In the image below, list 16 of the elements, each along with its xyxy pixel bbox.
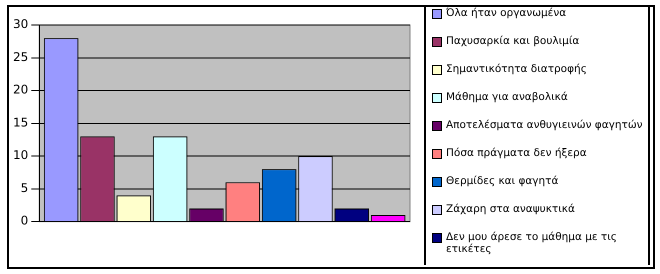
legend-label: Μάθημα για αναβολικά <box>446 91 568 103</box>
y-tick-label: 30 <box>12 17 28 32</box>
y-tick-label: 5 <box>20 180 28 195</box>
y-tick-label: 15 <box>12 115 28 130</box>
y-tick-label: 10 <box>12 148 28 162</box>
legend-label: Θερμίδες και φαγητά <box>446 175 558 187</box>
legend-label: Ζάχαρη στα αναψυκτικά <box>446 203 575 215</box>
legend-label: Πόσα πράγματα δεν ήξερα <box>446 147 587 159</box>
legend-label: Όλα ήταν οργανωμένα <box>446 7 566 19</box>
y-tick-label: 20 <box>12 82 28 97</box>
y-tick-label: 25 <box>12 50 28 64</box>
legend-label: Σημαντικότητα διατροφής <box>446 63 587 75</box>
legend-label: Αποτελέσματα ανθυγιεινών φαγητών <box>446 119 642 131</box>
legend-label: Παχυσαρκία και βουλιμία <box>446 35 580 47</box>
legend-label: Δεν μου άρεσε το μάθημα με τις ετικέτες <box>446 231 618 255</box>
y-tick-label: 0 <box>20 214 28 228</box>
